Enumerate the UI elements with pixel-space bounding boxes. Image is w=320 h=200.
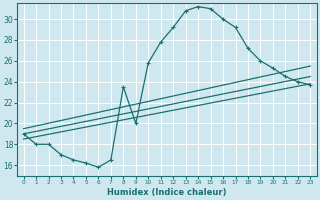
X-axis label: Humidex (Indice chaleur): Humidex (Indice chaleur) [107,188,227,197]
